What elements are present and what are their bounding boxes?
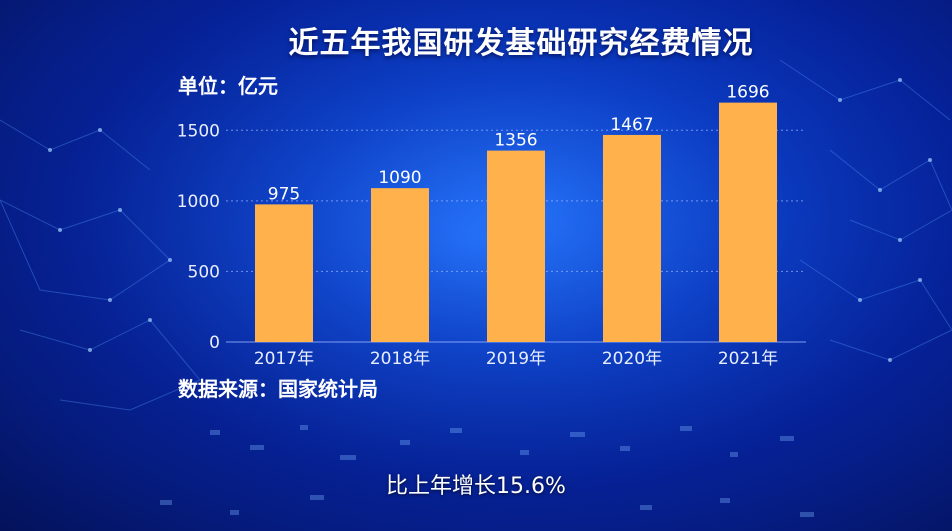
data-label: 1356 <box>494 131 537 151</box>
bar <box>255 204 313 342</box>
data-label: 1696 <box>726 83 769 103</box>
data-label: 1467 <box>610 115 653 135</box>
bar <box>371 188 429 342</box>
x-tick-label: 2019年 <box>486 349 546 369</box>
source-label: 数据来源：国家统计局 <box>178 377 378 401</box>
y-tick-label: 1000 <box>177 192 220 212</box>
growth-caption: 比上年增长15.6% <box>386 474 566 499</box>
y-tick-label: 0 <box>209 333 220 353</box>
x-tick-label: 2018年 <box>370 349 430 369</box>
data-label: 975 <box>268 184 300 204</box>
unit-label: 单位：亿元 <box>178 74 278 98</box>
x-tick-label: 2021年 <box>718 349 778 369</box>
x-tick-label: 2020年 <box>602 349 662 369</box>
bar <box>603 134 661 342</box>
y-tick-label: 1500 <box>177 121 220 141</box>
bar <box>487 150 545 342</box>
x-tick-label: 2017年 <box>254 349 314 369</box>
y-tick-label: 500 <box>188 262 220 282</box>
chart-title: 近五年我国研发基础研究经费情况 <box>288 26 754 61</box>
data-label: 1090 <box>378 168 421 188</box>
bar <box>719 102 777 343</box>
